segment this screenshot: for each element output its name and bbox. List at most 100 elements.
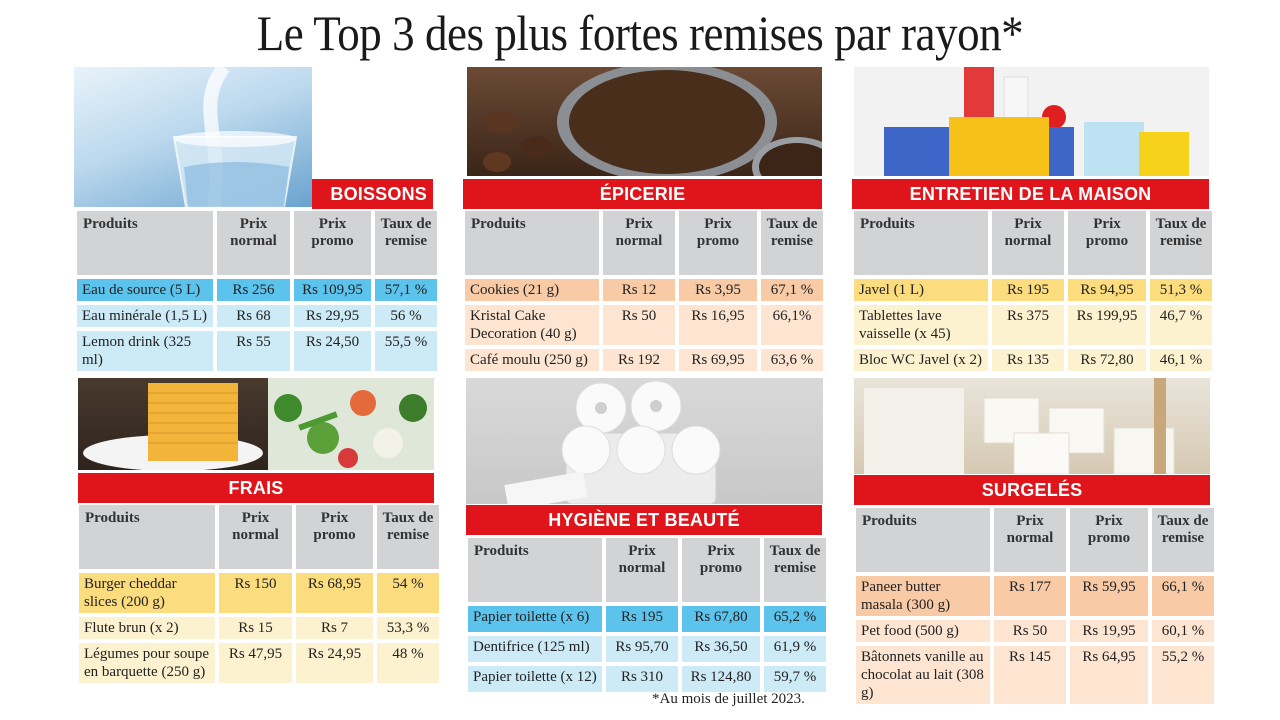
normal-price: Rs 310 — [606, 666, 678, 692]
promo-price: Rs 3,95 — [679, 279, 757, 301]
hygiene-banner: HYGIÈNE ET BEAUTÉ — [466, 505, 822, 535]
promo-price: Rs 16,95 — [679, 305, 757, 345]
discount-rate: 66,1% — [761, 305, 823, 345]
product-name: Papier toilette (x 6) — [468, 606, 602, 632]
product-name: Eau de source (5 L) — [77, 279, 213, 301]
normal-price: Rs 135 — [992, 349, 1064, 371]
coffee-beans-photo — [467, 67, 822, 176]
normal-price: Rs 177 — [994, 576, 1066, 616]
header-produits: Produits — [468, 538, 602, 602]
table-row: Javel (1 L) Rs 195 Rs 94,95 51,3 % — [854, 279, 1212, 301]
cleaning-supplies-photo — [854, 67, 1209, 176]
header-taux: Taux de remise — [1150, 211, 1212, 275]
discount-rate: 48 % — [377, 643, 439, 683]
promo-price: Rs 64,95 — [1070, 646, 1148, 704]
surgeles-table: Produits Prix normal Prix promo Taux de … — [852, 504, 1218, 708]
header-taux: Taux de remise — [761, 211, 823, 275]
header-taux: Taux de remise — [1152, 508, 1214, 572]
header-taux: Taux de remise — [377, 505, 439, 569]
header-produits: Produits — [856, 508, 990, 572]
normal-price: Rs 50 — [994, 620, 1066, 642]
table-row: Bâtonnets vanille au chocolat au lait (3… — [856, 646, 1214, 704]
product-name: Kristal Cake Decoration (40 g) — [465, 305, 599, 345]
product-name: Dentifrice (125 ml) — [468, 636, 602, 662]
normal-price: Rs 12 — [603, 279, 675, 301]
promo-price: Rs 29,95 — [294, 305, 371, 327]
product-name: Papier toilette (x 12) — [468, 666, 602, 692]
frozen-vegetables-photo — [268, 378, 434, 470]
product-name: Tablettes lave vaisselle (x 45) — [854, 305, 988, 345]
normal-price: Rs 95,70 — [606, 636, 678, 662]
product-name: Lemon drink (325 ml) — [77, 331, 213, 371]
table-row: Kristal Cake Decoration (40 g) Rs 50 Rs … — [465, 305, 823, 345]
header-prix-normal: Prix normal — [219, 505, 292, 569]
boissons-table: Produits Prix normal Prix promo Taux de … — [73, 207, 441, 375]
normal-price: Rs 15 — [219, 617, 292, 639]
header-prix-promo: Prix promo — [294, 211, 371, 275]
header-prix-promo: Prix promo — [296, 505, 373, 569]
discount-rate: 66,1 % — [1152, 576, 1214, 616]
normal-price: Rs 55 — [217, 331, 290, 371]
header-prix-normal: Prix normal — [217, 211, 290, 275]
promo-price: Rs 59,95 — [1070, 576, 1148, 616]
table-row: Café moulu (250 g) Rs 192 Rs 69,95 63,6 … — [465, 349, 823, 371]
normal-price: Rs 195 — [606, 606, 678, 632]
header-prix-normal: Prix normal — [992, 211, 1064, 275]
promo-price: Rs 124,80 — [682, 666, 760, 692]
table-row: Cookies (21 g) Rs 12 Rs 3,95 67,1 % — [465, 279, 823, 301]
discount-rate: 46,7 % — [1150, 305, 1212, 345]
header-prix-promo: Prix promo — [1068, 211, 1146, 275]
table-row: Dentifrice (125 ml) Rs 95,70 Rs 36,50 61… — [468, 636, 826, 662]
promo-price: Rs 69,95 — [679, 349, 757, 371]
table-row: Papier toilette (x 12) Rs 310 Rs 124,80 … — [468, 666, 826, 692]
table-row: Flute brun (x 2) Rs 15 Rs 7 53,3 % — [79, 617, 439, 639]
promo-price: Rs 199,95 — [1068, 305, 1146, 345]
discount-rate: 67,1 % — [761, 279, 823, 301]
hygiene-table: Produits Prix normal Prix promo Taux de … — [464, 534, 830, 696]
table-row: Papier toilette (x 6) Rs 195 Rs 67,80 65… — [468, 606, 826, 632]
header-prix-promo: Prix promo — [1070, 508, 1148, 572]
discount-rate: 57,1 % — [375, 279, 437, 301]
promo-price: Rs 94,95 — [1068, 279, 1146, 301]
promo-price: Rs 67,80 — [682, 606, 760, 632]
normal-price: Rs 50 — [603, 305, 675, 345]
promo-price: Rs 24,95 — [296, 643, 373, 683]
header-taux: Taux de remise — [375, 211, 437, 275]
entretien-table: Produits Prix normal Prix promo Taux de … — [850, 207, 1216, 375]
promo-price: Rs 24,50 — [294, 331, 371, 371]
discount-rate: 46,1 % — [1150, 349, 1212, 371]
header-produits: Produits — [79, 505, 215, 569]
normal-price: Rs 375 — [992, 305, 1064, 345]
toilet-paper-photo — [466, 378, 823, 504]
normal-price: Rs 256 — [217, 279, 290, 301]
epicerie-table: Produits Prix normal Prix promo Taux de … — [461, 207, 827, 375]
promo-price: Rs 109,95 — [294, 279, 371, 301]
table-row: Eau de source (5 L) Rs 256 Rs 109,95 57,… — [77, 279, 437, 301]
header-prix-promo: Prix promo — [682, 538, 760, 602]
paneer-cubes-photo — [854, 378, 1210, 474]
promo-price: Rs 68,95 — [296, 573, 373, 613]
discount-rate: 59,7 % — [764, 666, 826, 692]
product-name: Cookies (21 g) — [465, 279, 599, 301]
discount-rate: 63,6 % — [761, 349, 823, 371]
promo-price: Rs 72,80 — [1068, 349, 1146, 371]
discount-rate: 55,5 % — [375, 331, 437, 371]
table-row: Paneer butter masala (300 g) Rs 177 Rs 5… — [856, 576, 1214, 616]
discount-rate: 61,9 % — [764, 636, 826, 662]
boissons-banner: BOISSONS — [312, 179, 433, 209]
discount-rate: 56 % — [375, 305, 437, 327]
product-name: Eau minérale (1,5 L) — [77, 305, 213, 327]
product-name: Burger cheddar slices (200 g) — [79, 573, 215, 613]
product-name: Paneer butter masala (300 g) — [856, 576, 990, 616]
discount-rate: 53,3 % — [377, 617, 439, 639]
entretien-banner: ENTRETIEN DE LA MAISON — [852, 179, 1209, 209]
header-prix-normal: Prix normal — [606, 538, 678, 602]
table-row: Lemon drink (325 ml) Rs 55 Rs 24,50 55,5… — [77, 331, 437, 371]
product-name: Javel (1 L) — [854, 279, 988, 301]
product-name: Café moulu (250 g) — [465, 349, 599, 371]
header-prix-normal: Prix normal — [994, 508, 1066, 572]
discount-rate: 55,2 % — [1152, 646, 1214, 704]
normal-price: Rs 145 — [994, 646, 1066, 704]
header-taux: Taux de remise — [764, 538, 826, 602]
normal-price: Rs 47,95 — [219, 643, 292, 683]
